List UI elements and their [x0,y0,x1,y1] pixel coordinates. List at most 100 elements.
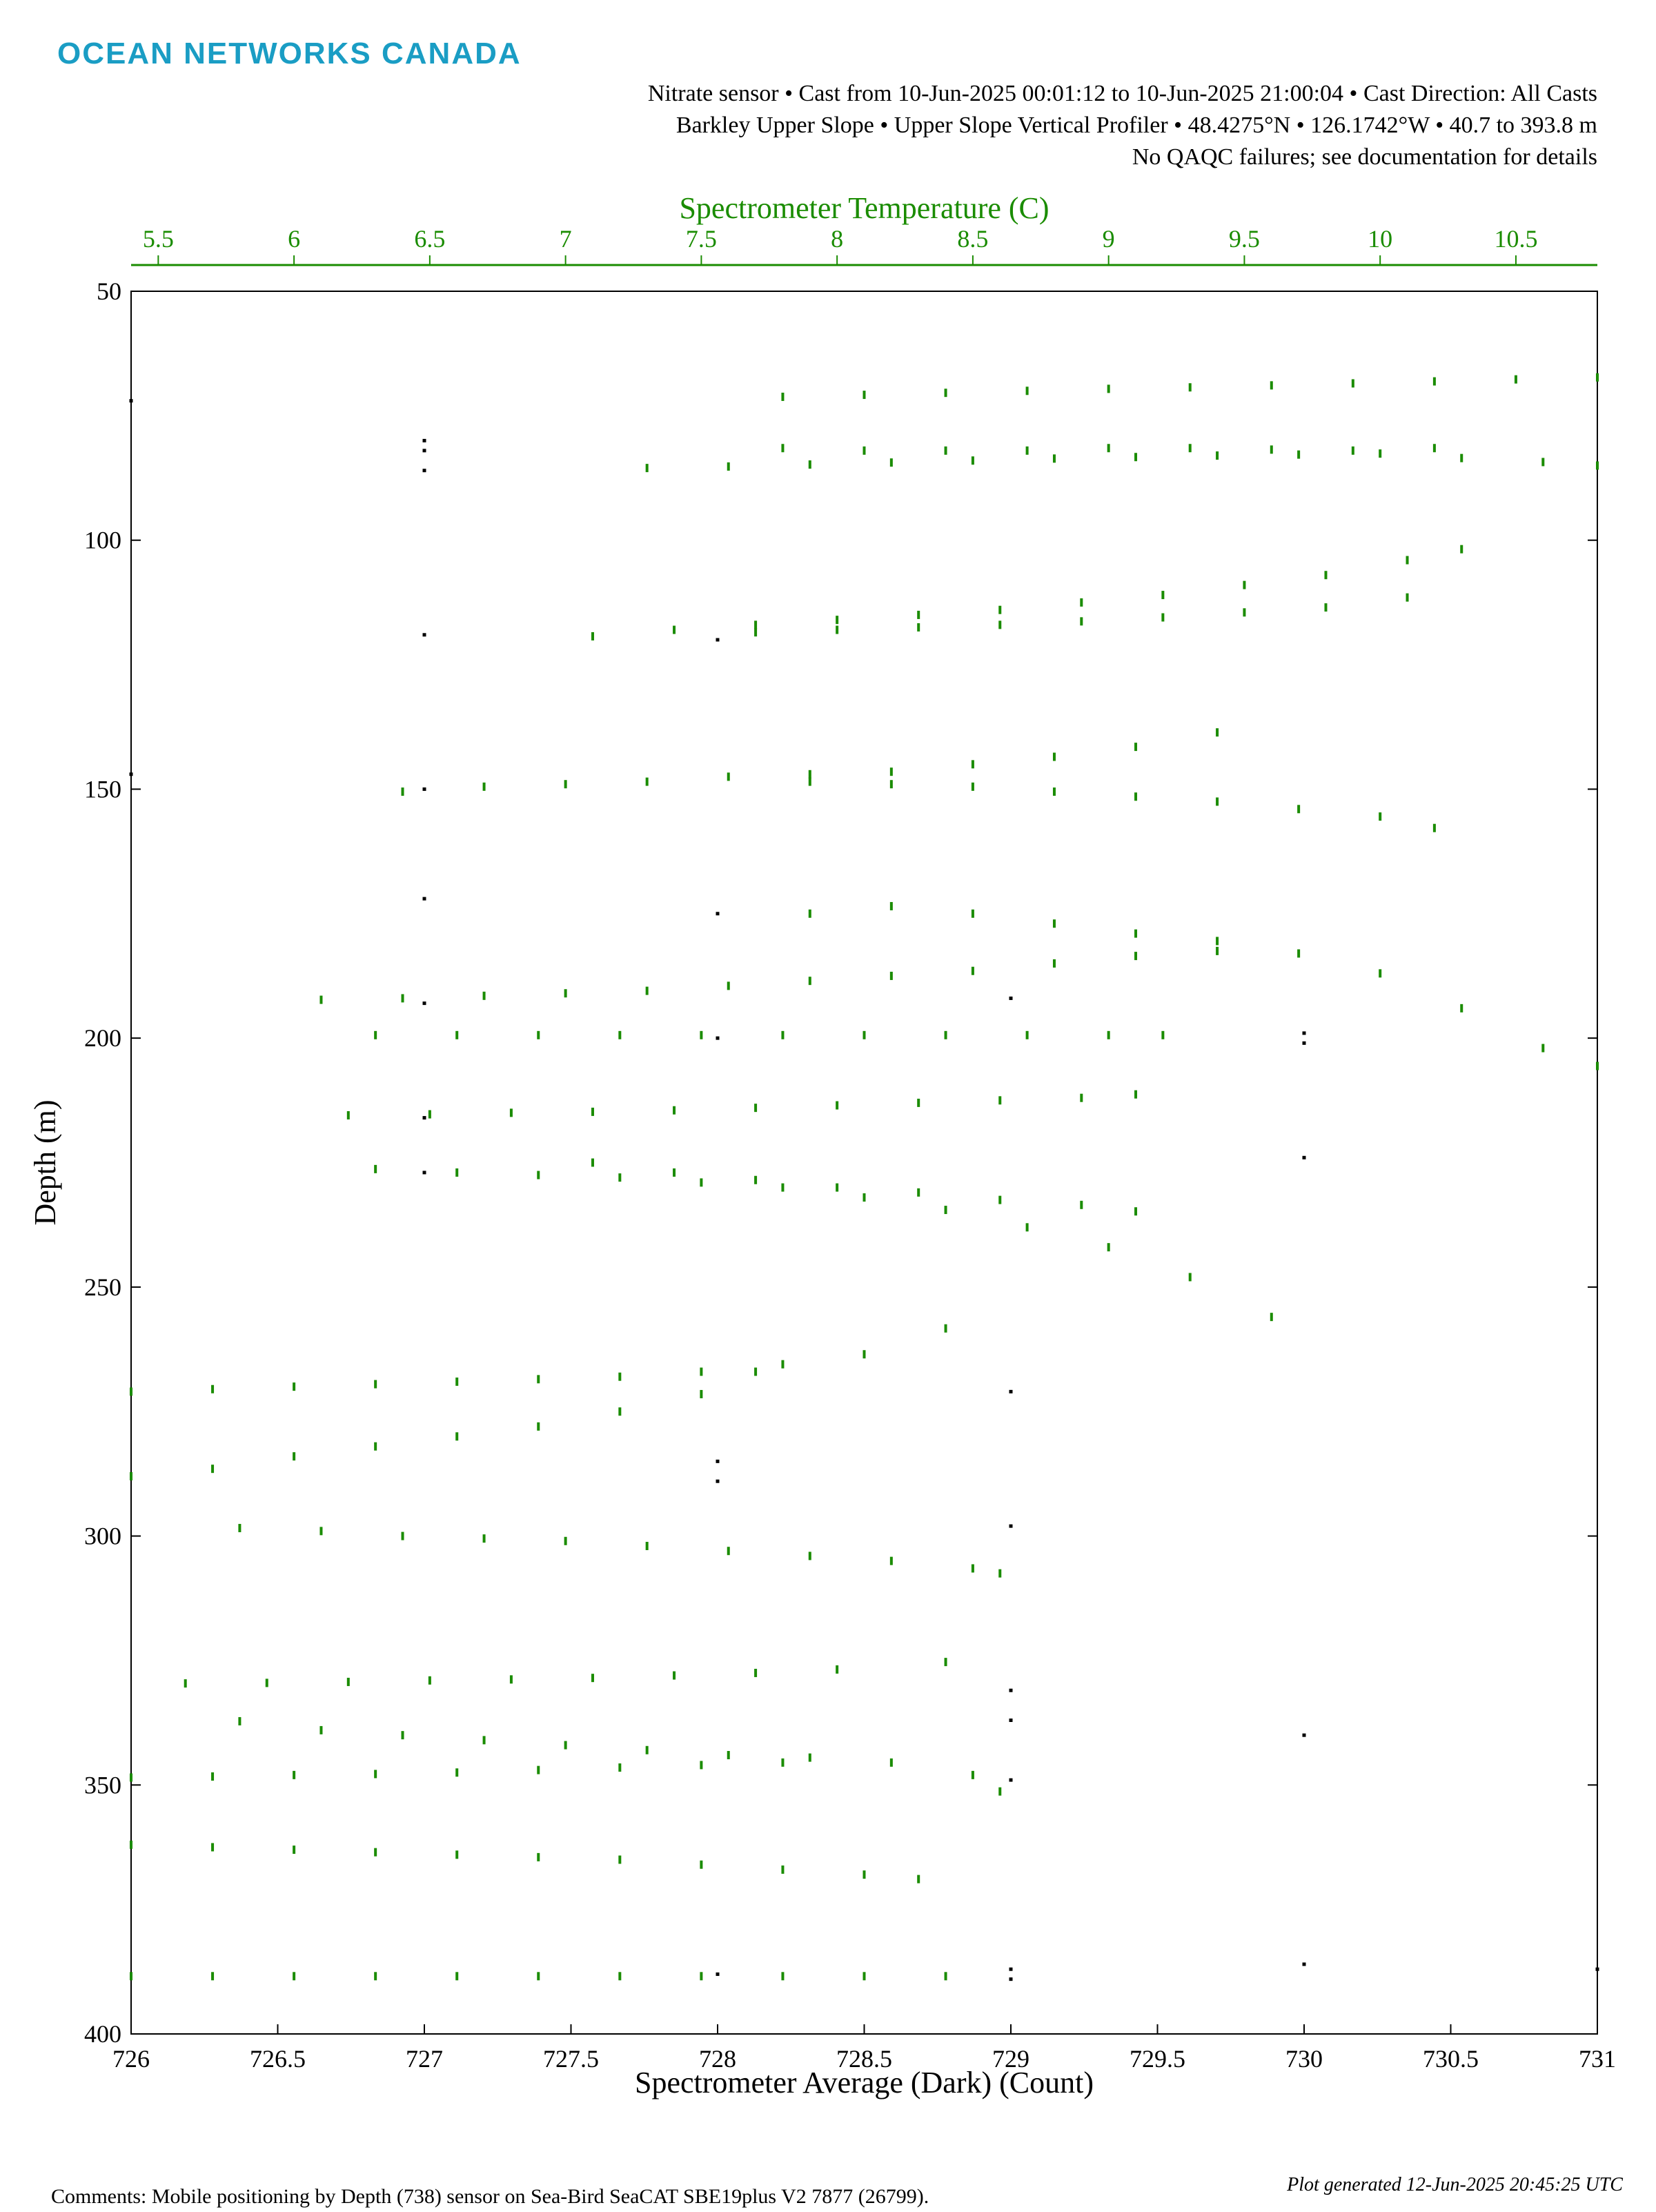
data-point [862,1030,866,1039]
data-point [781,392,785,401]
data-point [374,1030,377,1039]
data-point [1297,805,1301,814]
data-point [1107,444,1110,453]
data-point [1080,617,1083,626]
data-point [1351,379,1354,388]
data-point [1009,1688,1013,1692]
data-point [1406,556,1409,565]
data-point [971,782,974,791]
y-tick-label: 400 [84,2020,121,2048]
data-point [1134,792,1138,801]
data-point [1188,444,1192,453]
y-axis-title: Depth (m) [28,1099,62,1225]
data-point [1025,386,1029,395]
data-point [808,1552,811,1560]
data-point [1351,446,1354,455]
data-point [184,1679,187,1688]
data-point [917,623,920,632]
data-point [1596,373,1599,382]
data-point [1379,969,1382,978]
x2-tick-label: 10 [1368,225,1392,253]
data-point [319,1725,323,1734]
x2-tick-label: 9.5 [1229,225,1260,253]
data-point [1080,1200,1083,1209]
data-point [537,1375,540,1384]
data-point [211,1465,215,1474]
x2-tick-label: 8.5 [957,225,988,253]
data-point [808,460,811,469]
data-point [917,610,920,619]
data-point [645,464,649,473]
data-point [645,1745,649,1754]
data-point [618,1855,622,1864]
data-point [401,787,404,796]
x2-tick-label: 6 [288,225,300,253]
y-tick-label: 100 [84,527,121,554]
data-point [509,1675,513,1684]
data-point [917,1875,920,1883]
data-point [319,1527,323,1536]
data-point [754,1367,758,1376]
data-point [591,1674,594,1683]
data-point [422,787,426,791]
x-axis-title: Spectrometer Average (Dark) (Count) [635,2066,1094,2100]
data-point [971,966,974,975]
data-point [1243,580,1246,589]
data-point [374,1164,377,1173]
data-point [700,1389,703,1398]
data-point [944,1030,947,1039]
data-point [455,1168,459,1177]
data-point [422,633,426,637]
data-point [700,1972,703,1981]
data-point [374,1380,377,1389]
x2-tick-label: 7.5 [686,225,717,253]
data-point [1025,446,1029,455]
data-point [374,1972,377,1981]
data-point [455,1030,459,1039]
data-point [1324,571,1328,580]
data-point [1297,450,1301,459]
data-point [836,1101,839,1110]
data-point [591,632,594,640]
data-point [889,1556,893,1565]
data-point [862,1350,866,1359]
data-point [265,1678,268,1687]
x2-axis-title: Spectrometer Temperature (C) [679,191,1049,225]
data-point [716,1459,720,1463]
data-point [618,1372,622,1381]
data-point [591,1107,594,1116]
x-tick-label: 728 [699,2045,736,2073]
data-point [754,620,758,629]
data-point [537,1765,540,1774]
x-tick-label: 726.5 [250,2045,306,2073]
data-point [1216,946,1219,955]
data-point [998,1096,1002,1105]
x2-tick-label: 9 [1103,225,1115,253]
data-point [564,1536,567,1545]
data-point [422,1171,426,1175]
data-point [422,438,426,442]
x-tick-label: 726 [112,2045,150,2073]
data-point [564,1741,567,1750]
data-point [944,1658,947,1667]
data-point [455,1432,459,1441]
data-point [1052,787,1056,796]
data-point [836,1665,839,1674]
data-point [1541,458,1545,467]
data-point [1302,1733,1306,1737]
data-point [971,1770,974,1779]
data-point [700,1761,703,1770]
data-point [889,1758,893,1767]
data-point [509,1108,513,1117]
data-point [944,1324,947,1333]
data-point [293,1846,296,1854]
data-point [537,1422,540,1431]
data-point [455,1377,459,1386]
data-point [673,1671,676,1680]
data-point [211,1384,215,1393]
data-point [1216,451,1219,460]
data-point [1324,603,1328,612]
data-point [1009,1719,1013,1722]
data-point [401,1531,404,1540]
data-point [781,444,785,453]
